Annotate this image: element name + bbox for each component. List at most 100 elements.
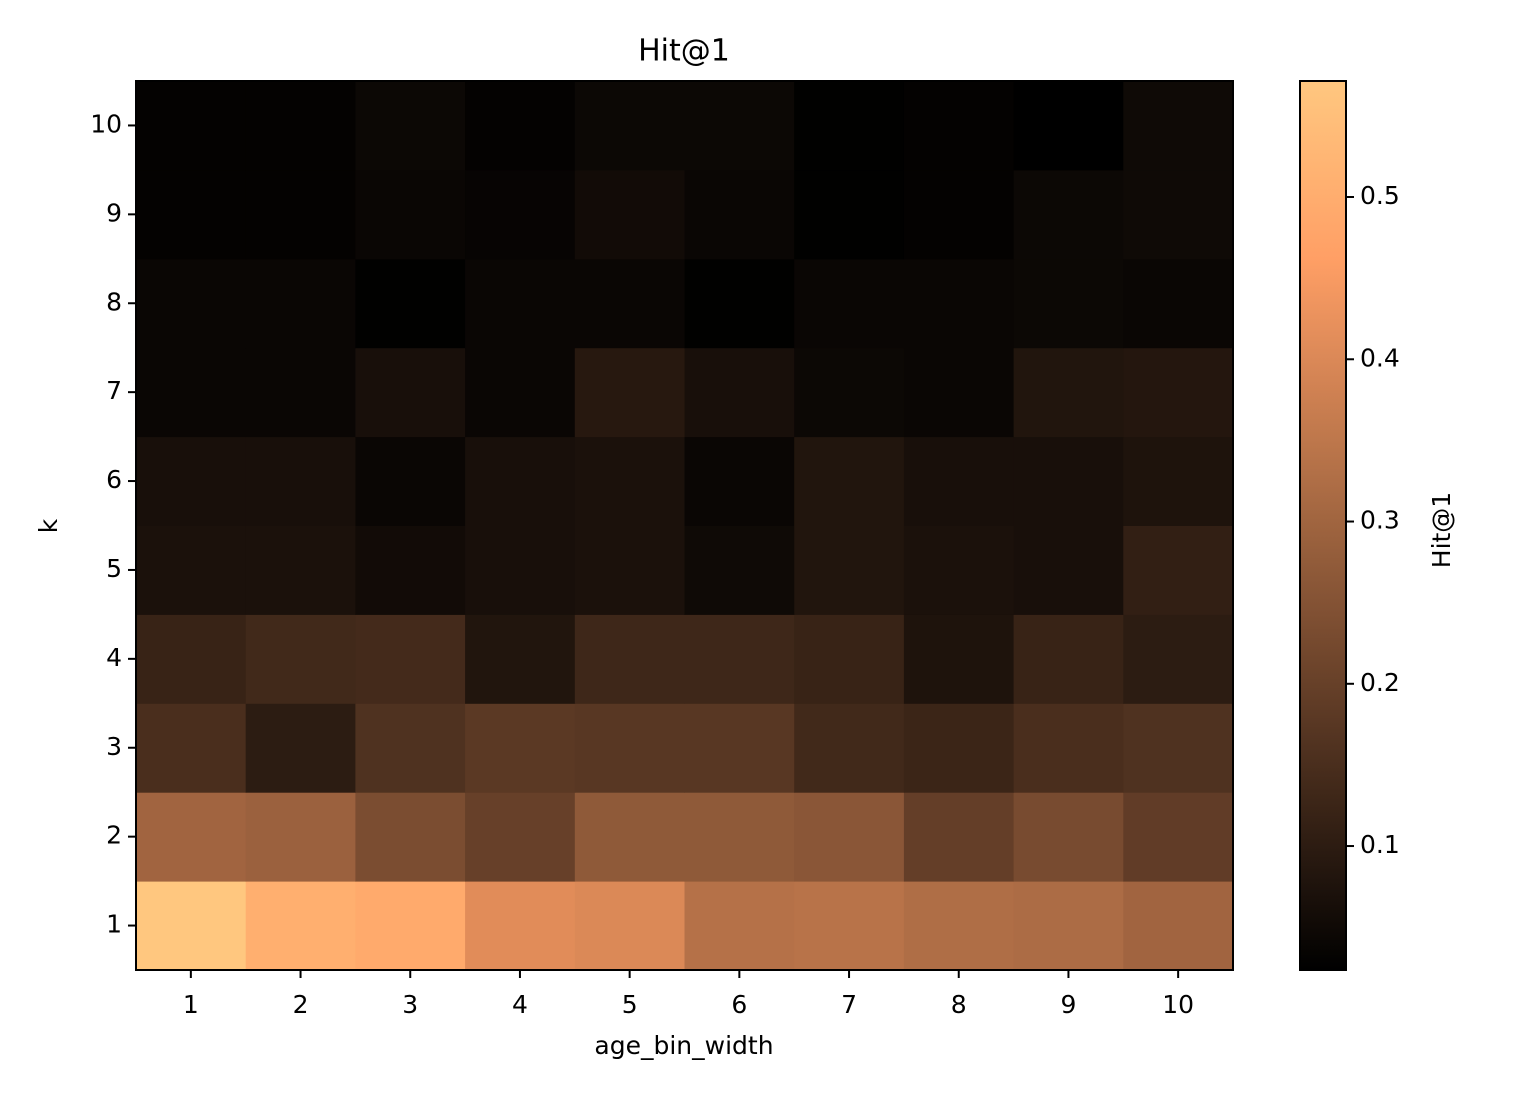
heatmap-cell — [136, 703, 247, 793]
heatmap-cell — [684, 614, 795, 704]
heatmap-cell — [1013, 436, 1124, 526]
heatmap-cell — [136, 881, 247, 971]
heatmap-cell — [465, 792, 576, 882]
x-tick-label: 5 — [622, 990, 638, 1019]
heatmap-cell — [355, 614, 466, 704]
y-tick-label: 2 — [106, 821, 122, 850]
colorbar — [1299, 80, 1347, 971]
heatmap-cell — [903, 525, 1015, 615]
heatmap-cell — [684, 703, 795, 793]
heatmap-cell — [1013, 258, 1124, 349]
heatmap-cell — [684, 81, 795, 171]
colorbar-tick-label: 0.4 — [1360, 343, 1400, 372]
heatmap-cell — [355, 258, 466, 349]
x-tick-label: 4 — [512, 990, 528, 1019]
heatmap-cell — [1013, 525, 1124, 615]
heatmap-cell — [355, 881, 466, 971]
heatmap-cell — [903, 614, 1015, 704]
heatmap-cell — [574, 703, 685, 793]
heatmap-cell — [465, 881, 576, 971]
x-tick-label: 9 — [1060, 990, 1076, 1019]
y-tick-label: 7 — [106, 376, 122, 405]
heatmap-cell — [684, 169, 795, 260]
heatmap-cell — [136, 169, 247, 260]
heatmap-cell — [574, 347, 685, 438]
colorbar-tick-label: 0.1 — [1360, 830, 1400, 859]
heatmap-cell — [465, 614, 576, 704]
heatmap-cell — [1013, 169, 1124, 260]
heatmap-cell — [1123, 169, 1234, 260]
heatmap-cell — [465, 258, 576, 349]
x-tick-label: 1 — [183, 990, 199, 1019]
heatmap-cell — [794, 881, 905, 971]
heatmap-cell — [794, 258, 905, 349]
heatmap-cell — [684, 881, 795, 971]
heatmap-cell — [1123, 792, 1234, 882]
heatmap-cell — [465, 525, 576, 615]
heatmap-cell — [684, 258, 795, 349]
x-tick-label: 6 — [731, 990, 747, 1019]
heatmap-cell — [245, 81, 356, 171]
heatmap-cell — [574, 169, 685, 260]
colorbar-tick-label: 0.2 — [1360, 668, 1400, 697]
heatmap-cell — [355, 81, 466, 171]
heatmap-cell — [794, 81, 905, 171]
y-tick-label: 4 — [106, 643, 122, 672]
y-tick-label: 10 — [90, 109, 122, 138]
heatmap-cell — [355, 347, 466, 438]
heatmap-cell — [1013, 81, 1124, 171]
heatmap-cell — [1123, 881, 1234, 971]
y-tick-label: 9 — [106, 198, 122, 227]
heatmap-cell — [245, 525, 356, 615]
heatmap-cell — [794, 525, 905, 615]
heatmap-cell — [245, 614, 356, 704]
heatmap-cell — [1123, 436, 1234, 526]
heatmap-cell — [574, 258, 685, 349]
heatmap-cell — [574, 525, 685, 615]
heatmap-cell — [574, 436, 685, 526]
heatmap-cell — [355, 792, 466, 882]
heatmap-cell — [574, 614, 685, 704]
heatmap-cell — [684, 436, 795, 526]
heatmap-cell — [1123, 81, 1234, 171]
heatmap-cell — [903, 881, 1015, 971]
heatmap-cell — [794, 436, 905, 526]
heatmap-cell — [136, 258, 247, 349]
heatmap-cell — [136, 81, 247, 171]
heatmap-cell — [245, 169, 356, 260]
heatmap-cell — [903, 169, 1015, 260]
x-tick-label: 3 — [402, 990, 418, 1019]
colorbar-label: Hit@1 — [1427, 492, 1456, 568]
heatmap-cell — [1123, 347, 1234, 438]
heatmap-cell — [903, 347, 1015, 438]
heatmap-cell — [574, 792, 685, 882]
heatmap-cell — [903, 436, 1015, 526]
heatmap-cell — [355, 436, 466, 526]
heatmap-cell — [136, 792, 247, 882]
heatmap-cell — [794, 703, 905, 793]
heatmap-cell — [1123, 258, 1234, 349]
x-tick-label: 2 — [293, 990, 309, 1019]
heatmap-cell — [903, 792, 1015, 882]
heatmap-cell — [794, 792, 905, 882]
heatmap-cell — [245, 792, 356, 882]
heatmap-cell — [684, 525, 795, 615]
heatmap-cell — [903, 81, 1015, 171]
heatmap-cell — [355, 525, 466, 615]
heatmap-cell — [465, 169, 576, 260]
x-tick-label: 7 — [841, 990, 857, 1019]
heatmap-cell — [355, 703, 466, 793]
heatmap-cell — [1013, 703, 1124, 793]
colorbar-tick-label: 0.5 — [1360, 181, 1400, 210]
heatmap-cell — [465, 436, 576, 526]
heatmap-cell — [136, 436, 247, 526]
plot-frame — [135, 80, 1234, 971]
heatmap-cell — [1123, 525, 1234, 615]
heatmap-cell — [903, 258, 1015, 349]
heatmap-cell — [245, 258, 356, 349]
heatmap-cell — [245, 703, 356, 793]
heatmap-cell — [574, 81, 685, 171]
heatmap-cell — [794, 614, 905, 704]
heatmap-cell — [245, 347, 356, 438]
